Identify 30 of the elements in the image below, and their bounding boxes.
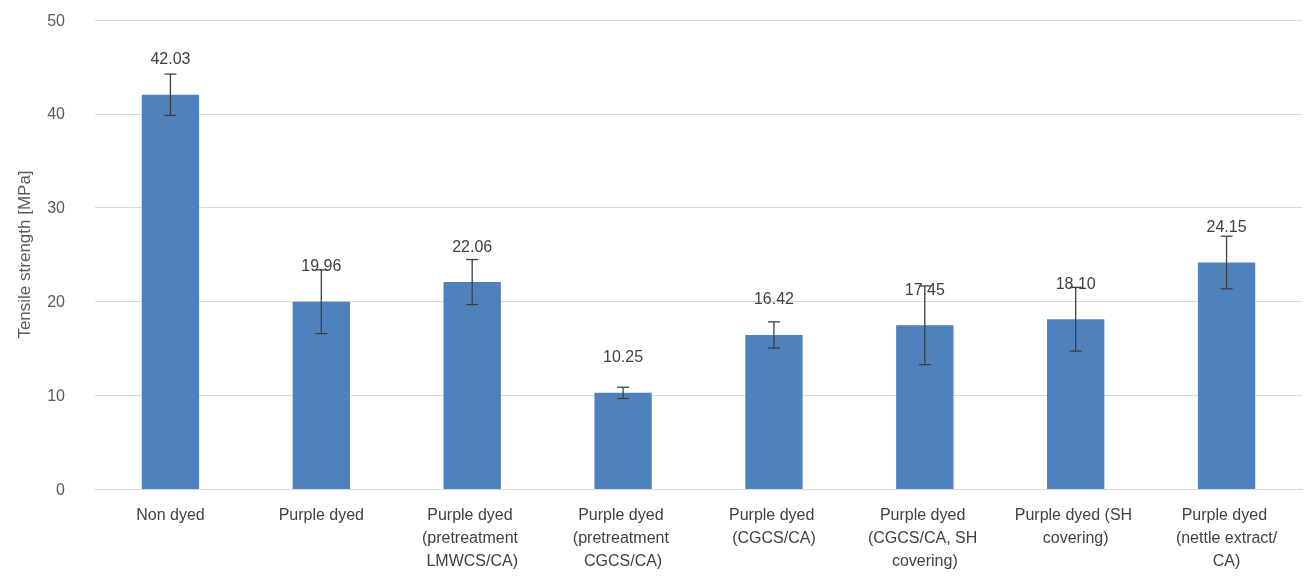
- y-tick-label: 50: [47, 11, 66, 29]
- x-tick-label: Purple dyed (CGCS/CA, SH covering): [867, 506, 982, 569]
- x-tick-label: Purple dyed (CGCS/CA): [729, 506, 819, 546]
- data-label: 42.03: [150, 50, 191, 68]
- bar: [443, 282, 501, 489]
- bar: [896, 325, 954, 489]
- bar: [745, 334, 803, 489]
- data-label: 22.06: [452, 237, 493, 255]
- bar: [292, 301, 350, 489]
- y-tick-label: 10: [47, 386, 66, 404]
- y-tick-label: 40: [47, 105, 66, 123]
- bar: [141, 94, 200, 489]
- bar: [594, 392, 652, 489]
- x-tick-label: Purple dyed (nettle extract/CA): [1175, 506, 1278, 569]
- data-label: 16.42: [753, 290, 795, 308]
- x-tick-label: Purple dyed: [278, 506, 365, 523]
- data-label: 19.96: [301, 257, 342, 275]
- y-tick-label: 0: [56, 480, 66, 498]
- y-tick-label: 30: [47, 199, 66, 217]
- data-label: 10.25: [603, 348, 644, 366]
- y-axis-title: Tensile strength [MPa]: [15, 170, 34, 339]
- data-label: 24.15: [1206, 217, 1247, 235]
- x-tick-label: Purple dyed (pretreatment LMWCS/CA): [421, 506, 523, 569]
- data-label: 18.10: [1055, 274, 1096, 292]
- bar: [1047, 319, 1105, 489]
- y-tick-label: 20: [47, 292, 66, 310]
- x-tick-label: Non dyed: [136, 506, 205, 523]
- bar: [1197, 262, 1256, 489]
- x-tick-label: Purple dyed (pretreatment CGCS/CA): [572, 506, 674, 569]
- x-tick-label: Purple dyed (SH covering): [1014, 506, 1137, 546]
